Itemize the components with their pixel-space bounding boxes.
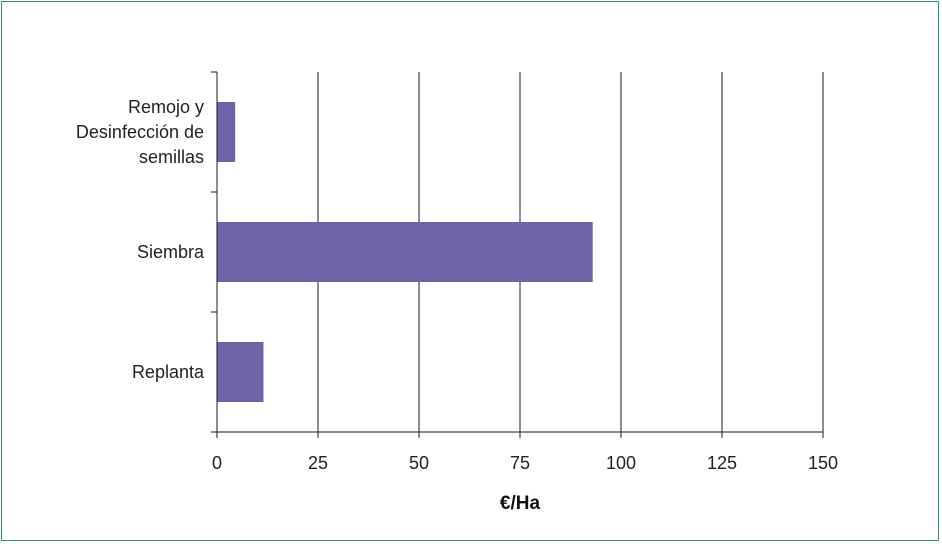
axes xyxy=(211,71,824,438)
x-tick-label: 125 xyxy=(707,453,737,473)
labels: 0 25 50 75 100 125 150 Remojo y Desinfección de s… xyxy=(76,97,838,473)
x-axis-title: €/Ha xyxy=(500,493,541,514)
x-tick-label: 150 xyxy=(808,453,838,473)
x-tick-label: 50 xyxy=(409,453,429,473)
bar xyxy=(217,342,264,402)
bar xyxy=(217,222,593,282)
bars xyxy=(217,102,593,402)
category-label: Remojo y Desinfección de semillas xyxy=(76,97,204,167)
category-label: Siembra xyxy=(137,242,205,262)
x-tick-label: 25 xyxy=(308,453,328,473)
x-tick-label: 75 xyxy=(510,453,530,473)
bar xyxy=(217,102,236,162)
category-label: Replanta xyxy=(132,362,205,382)
grid-lines xyxy=(317,72,824,432)
x-tick-label: 0 xyxy=(212,453,222,473)
x-tick-label: 100 xyxy=(606,453,636,473)
